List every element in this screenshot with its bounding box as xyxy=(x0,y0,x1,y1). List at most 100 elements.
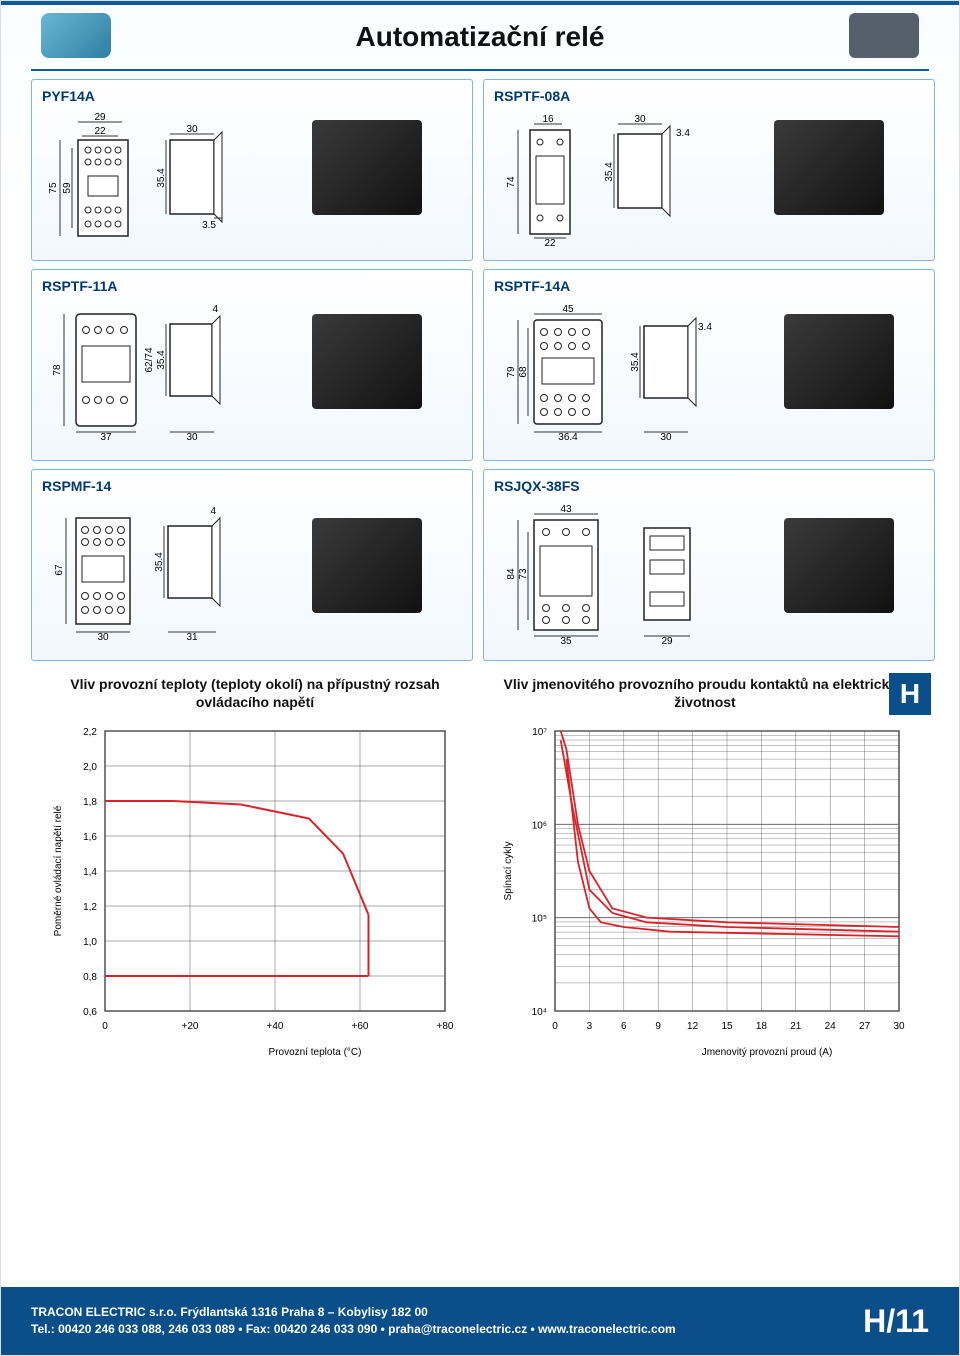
svg-text:4: 4 xyxy=(210,506,216,517)
panel-rspmf-14: RSPMF-14 67 30 4 xyxy=(31,469,473,661)
svg-text:3: 3 xyxy=(587,1021,593,1032)
product-photo xyxy=(784,518,894,613)
svg-text:79: 79 xyxy=(506,366,517,378)
rule xyxy=(31,69,929,71)
svg-text:1,6: 1,6 xyxy=(83,832,97,843)
svg-text:10⁶: 10⁶ xyxy=(532,821,547,832)
svg-text:16: 16 xyxy=(542,114,554,125)
svg-text:78: 78 xyxy=(52,364,63,376)
svg-text:29: 29 xyxy=(661,636,673,647)
svg-text:9: 9 xyxy=(655,1021,661,1032)
svg-text:10⁵: 10⁵ xyxy=(532,914,547,925)
product-photo xyxy=(774,120,884,215)
page: Automatizační relé PYF14A 29 22 xyxy=(0,0,960,1356)
decorative-image-right xyxy=(849,13,919,58)
svg-text:0: 0 xyxy=(552,1021,558,1032)
svg-text:75: 75 xyxy=(48,182,59,194)
svg-text:59: 59 xyxy=(62,182,73,194)
svg-text:2,2: 2,2 xyxy=(83,727,97,738)
svg-text:30: 30 xyxy=(186,124,198,135)
drawing-rsptf11a: 78 37 4 62/74 35.4 30 xyxy=(42,300,462,450)
svg-text:27: 27 xyxy=(859,1021,871,1032)
svg-text:1,8: 1,8 xyxy=(83,797,97,808)
svg-text:73: 73 xyxy=(518,568,529,580)
svg-text:45: 45 xyxy=(562,304,574,315)
svg-text:62/74: 62/74 xyxy=(144,347,155,372)
svg-text:6: 6 xyxy=(621,1021,627,1032)
svg-text:22: 22 xyxy=(94,126,106,137)
svg-text:31: 31 xyxy=(186,632,198,643)
drawing-rsptf14a: 45 79 68 36.4 xyxy=(494,300,924,450)
svg-text:24: 24 xyxy=(825,1021,837,1032)
dim-label: 29 xyxy=(94,112,106,123)
svg-text:3.4: 3.4 xyxy=(698,322,712,333)
svg-text:1,0: 1,0 xyxy=(83,937,97,948)
svg-text:67: 67 xyxy=(54,564,65,576)
svg-text:30: 30 xyxy=(634,114,646,125)
svg-text:84: 84 xyxy=(506,568,517,580)
drawing-pyf14a: 29 22 75 59 xyxy=(42,110,462,250)
product-photo xyxy=(312,314,422,409)
charts-row: Vliv provozní teploty (teploty okolí) na… xyxy=(31,675,929,1061)
svg-text:35.4: 35.4 xyxy=(154,552,165,572)
footer: TRACON ELECTRIC s.r.o. Frýdlantská 1316 … xyxy=(1,1287,959,1355)
svg-text:+40: +40 xyxy=(267,1021,284,1032)
chart-1: Vliv provozní teploty (teploty okolí) na… xyxy=(39,675,471,1061)
chart-svg-2: 10⁴ 10⁵ 10⁶ 10⁷ 0 3 6 9 12 15 18 21 24 27 30 Jmenovitý … xyxy=(495,721,915,1061)
product-photo xyxy=(784,314,894,409)
panel-title: PYF14A xyxy=(42,88,462,104)
svg-text:3.4: 3.4 xyxy=(676,128,690,139)
svg-text:35.4: 35.4 xyxy=(604,162,615,182)
footer-line-1: TRACON ELECTRIC s.r.o. Frýdlantská 1316 … xyxy=(31,1304,676,1321)
svg-text:1,2: 1,2 xyxy=(83,902,97,913)
panel-rsjqx-38fs: RSJQX-38FS 43 84 73 35 xyxy=(483,469,935,661)
svg-text:+80: +80 xyxy=(437,1021,454,1032)
svg-text:18: 18 xyxy=(756,1021,768,1032)
page-number: H/11 xyxy=(863,1303,929,1340)
chart-2: Vliv jmenovitého provozního proudu konta… xyxy=(489,675,921,1061)
svg-text:36.4: 36.4 xyxy=(558,432,578,443)
svg-text:1,4: 1,4 xyxy=(83,867,97,878)
svg-text:10⁴: 10⁴ xyxy=(532,1007,547,1018)
svg-text:3.5: 3.5 xyxy=(202,220,216,231)
panel-pyf14a: PYF14A 29 22 xyxy=(31,79,473,261)
svg-text:0,6: 0,6 xyxy=(83,1007,97,1018)
svg-text:21: 21 xyxy=(790,1021,802,1032)
panel-title: RSPTF-14A xyxy=(494,278,924,294)
panel-rsptf-14a: RSPTF-14A 45 79 68 3 xyxy=(483,269,935,461)
svg-text:35: 35 xyxy=(560,636,572,647)
drawing-rsptf08a: 16 74 22 30 3.4 35.4 xyxy=(494,110,924,250)
svg-text:43: 43 xyxy=(560,504,572,515)
row-3: RSPMF-14 67 30 4 xyxy=(31,469,929,661)
svg-text:30: 30 xyxy=(660,432,672,443)
panel-title: RSPMF-14 xyxy=(42,478,462,494)
svg-text:0: 0 xyxy=(102,1021,108,1032)
svg-text:68: 68 xyxy=(518,366,529,378)
svg-text:2,0: 2,0 xyxy=(83,762,97,773)
panel-title: RSPTF-08A xyxy=(494,88,924,104)
svg-text:30: 30 xyxy=(893,1021,905,1032)
footer-line-2: Tel.: 00420 246 033 088, 246 033 089 • F… xyxy=(31,1321,676,1338)
svg-text:35.4: 35.4 xyxy=(156,350,167,370)
section-tab: H xyxy=(889,673,931,715)
drawing-rsjqx38fs: 43 84 73 35 xyxy=(494,500,924,650)
panel-rsptf-08a: RSPTF-08A 16 74 22 30 3.4 xyxy=(483,79,935,261)
svg-text:74: 74 xyxy=(506,176,517,188)
product-photo xyxy=(312,518,422,613)
title-bar: Automatizační relé xyxy=(1,5,959,69)
svg-text:15: 15 xyxy=(721,1021,733,1032)
footer-text: TRACON ELECTRIC s.r.o. Frýdlantská 1316 … xyxy=(31,1304,676,1339)
product-photo xyxy=(312,120,422,215)
chart-title: Vliv provozní teploty (teploty okolí) na… xyxy=(39,675,471,711)
panel-title: RSJQX-38FS xyxy=(494,478,924,494)
svg-text:35.4: 35.4 xyxy=(156,168,167,188)
svg-text:12: 12 xyxy=(687,1021,699,1032)
row-2: RSPTF-11A 78 37 4 62/74 xyxy=(31,269,929,461)
svg-text:22: 22 xyxy=(544,238,556,249)
svg-text:+60: +60 xyxy=(352,1021,369,1032)
drawing-rspmf14: 67 30 4 35.4 31 xyxy=(42,500,462,650)
svg-text:Poměrné ovládací napětí relé: Poměrné ovládací napětí relé xyxy=(53,806,64,937)
svg-text:Jmenovitý provozní proud (A): Jmenovitý provozní proud (A) xyxy=(702,1047,833,1058)
svg-text:10⁷: 10⁷ xyxy=(532,727,547,738)
row-1: PYF14A 29 22 xyxy=(31,79,929,261)
